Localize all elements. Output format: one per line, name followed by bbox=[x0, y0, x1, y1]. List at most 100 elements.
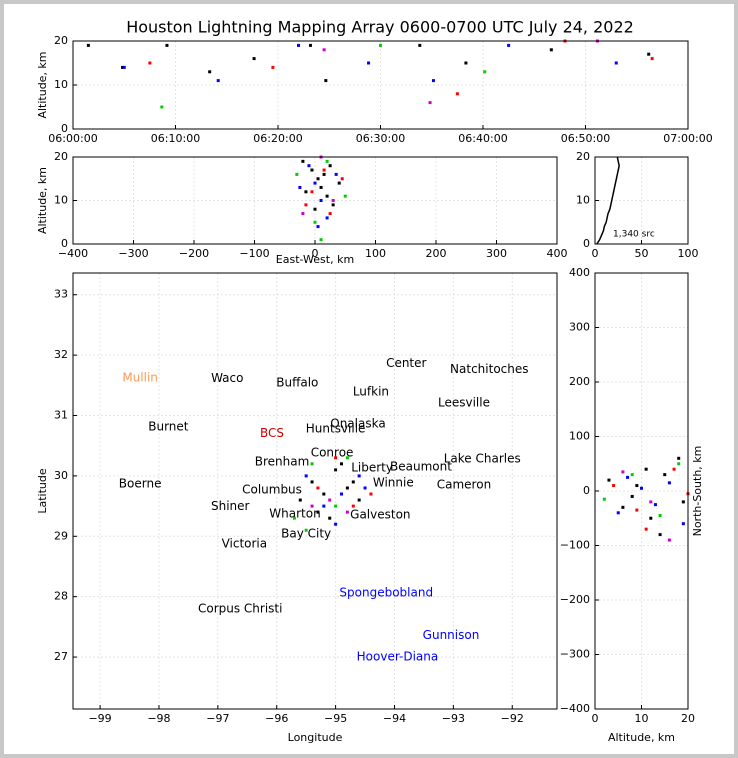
y-tick-label: 400 bbox=[569, 266, 590, 279]
y-axis-label: Latitude bbox=[36, 468, 49, 514]
source-point bbox=[612, 484, 616, 488]
y-tick-label: 29 bbox=[54, 529, 68, 542]
source-point bbox=[340, 177, 344, 181]
x-axis-label: East-West, km bbox=[276, 253, 354, 266]
source-point bbox=[310, 504, 314, 508]
x-tick-label: 06:10:00 bbox=[151, 132, 200, 145]
source-point bbox=[319, 185, 323, 189]
place-label: Huntsville bbox=[306, 421, 366, 435]
source-point bbox=[649, 516, 653, 520]
source-point bbox=[640, 486, 643, 490]
x-tick-label: 06:50:00 bbox=[561, 132, 610, 145]
source-point bbox=[653, 503, 657, 507]
source-point bbox=[677, 456, 681, 460]
source-point bbox=[616, 511, 620, 515]
source-point bbox=[614, 61, 618, 65]
y-tick-label: 33 bbox=[54, 288, 68, 301]
source-point bbox=[322, 172, 326, 176]
y-tick-label: 200 bbox=[569, 375, 590, 388]
plot-frame bbox=[72, 272, 558, 710]
place-label: BCS bbox=[260, 426, 284, 440]
x-tick-label: 50 bbox=[635, 247, 649, 260]
source-point bbox=[607, 478, 611, 482]
source-point bbox=[334, 468, 338, 472]
y-tick-label: 0 bbox=[583, 484, 590, 497]
annotation: 1,340 src bbox=[613, 230, 655, 240]
source-point bbox=[455, 92, 459, 96]
source-point bbox=[304, 203, 308, 207]
y-tick-label: −100 bbox=[560, 539, 590, 552]
source-point bbox=[304, 474, 308, 478]
source-point bbox=[630, 494, 634, 498]
source-point bbox=[343, 194, 347, 198]
x-tick-label: 20 bbox=[681, 712, 695, 725]
source-point bbox=[644, 467, 648, 471]
source-point bbox=[431, 79, 435, 83]
source-point bbox=[635, 484, 639, 488]
source-point bbox=[663, 473, 667, 477]
source-point bbox=[483, 70, 487, 74]
source-point bbox=[379, 43, 382, 47]
x-axis-label: Longitude bbox=[288, 731, 343, 744]
x-tick-label: 0 bbox=[592, 712, 599, 725]
source-point bbox=[328, 212, 332, 216]
source-point bbox=[363, 486, 367, 490]
source-point bbox=[334, 456, 338, 460]
place-label: Buffalo bbox=[276, 375, 318, 389]
source-point bbox=[328, 498, 332, 502]
y-tick-label: 28 bbox=[54, 590, 68, 603]
title: Houston Lightning Mapping Array 0600-070… bbox=[126, 18, 634, 37]
source-point bbox=[208, 70, 212, 74]
x-tick-label: −200 bbox=[179, 247, 209, 260]
place-label: Winnie bbox=[373, 476, 414, 490]
y-tick-label: 32 bbox=[54, 348, 68, 361]
place-label: Gunnison bbox=[423, 628, 480, 642]
source-point bbox=[298, 185, 302, 189]
source-point bbox=[647, 52, 651, 56]
source-point bbox=[681, 522, 685, 526]
source-point bbox=[345, 510, 349, 514]
y-axis-label: North-South, km bbox=[691, 446, 704, 537]
source-point bbox=[301, 159, 305, 163]
place-label: Liberty bbox=[351, 461, 393, 475]
place-label: Columbus bbox=[242, 482, 302, 496]
x-tick-label: 200 bbox=[426, 247, 447, 260]
x-tick-label: 100 bbox=[678, 247, 699, 260]
source-point bbox=[626, 475, 630, 479]
source-point bbox=[328, 164, 332, 168]
source-point bbox=[313, 220, 317, 224]
y-tick-label: 10 bbox=[576, 194, 590, 207]
source-point bbox=[271, 65, 275, 69]
source-point bbox=[677, 462, 681, 466]
source-point bbox=[216, 79, 220, 83]
place-label: Mullin bbox=[122, 371, 158, 385]
x-tick-label: −96 bbox=[265, 712, 288, 725]
y-tick-label: 27 bbox=[54, 650, 68, 663]
y-tick-label: 30 bbox=[54, 469, 68, 482]
y-tick-label: −200 bbox=[560, 593, 590, 606]
y-tick-label: 31 bbox=[54, 409, 68, 422]
source-point bbox=[310, 462, 314, 466]
place-label: Wharton bbox=[269, 506, 320, 520]
source-point bbox=[549, 48, 553, 52]
source-point bbox=[345, 486, 349, 490]
x-tick-label: 06:40:00 bbox=[458, 132, 507, 145]
source-point bbox=[331, 203, 335, 207]
source-point bbox=[325, 159, 329, 163]
place-label: Conroe bbox=[311, 445, 354, 459]
source-point bbox=[308, 43, 312, 47]
place-label: Natchitoches bbox=[450, 362, 528, 376]
y-tick-label: 0 bbox=[583, 237, 590, 250]
source-point bbox=[319, 238, 323, 242]
source-point bbox=[345, 456, 349, 460]
source-point bbox=[313, 207, 317, 211]
x-tick-label: −400 bbox=[58, 247, 88, 260]
source-point bbox=[334, 504, 338, 508]
place-label: Victoria bbox=[222, 537, 268, 551]
source-point bbox=[334, 172, 338, 176]
source-point bbox=[325, 216, 329, 220]
source-point bbox=[295, 172, 299, 176]
plot-frame bbox=[594, 156, 689, 245]
source-point bbox=[122, 65, 126, 69]
